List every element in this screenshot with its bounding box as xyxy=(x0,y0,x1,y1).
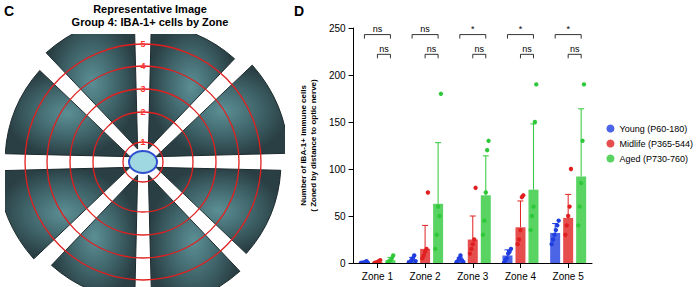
svg-text:1: 1 xyxy=(140,137,145,147)
svg-text:50: 50 xyxy=(334,211,346,222)
svg-text:*: * xyxy=(471,24,475,34)
svg-text:Aged (P730-760): Aged (P730-760) xyxy=(619,154,688,164)
svg-text:ns: ns xyxy=(475,44,485,54)
svg-text:C: C xyxy=(4,3,14,19)
svg-text:Representative Image: Representative Image xyxy=(93,3,207,15)
svg-text:ns: ns xyxy=(522,44,532,54)
svg-text:100: 100 xyxy=(329,164,346,175)
svg-text:ns: ns xyxy=(570,44,580,54)
svg-text:Zone 4: Zone 4 xyxy=(505,271,537,282)
svg-text:Number of IBA-1+ immune cells: Number of IBA-1+ immune cells xyxy=(299,85,308,206)
svg-text:*: * xyxy=(566,24,570,34)
svg-text:ns: ns xyxy=(420,24,430,34)
svg-text:Young (P60-180): Young (P60-180) xyxy=(619,124,687,134)
svg-text:150: 150 xyxy=(329,117,346,128)
svg-text:*: * xyxy=(519,24,523,34)
svg-text:4: 4 xyxy=(140,61,145,71)
svg-text:Group 4: IBA-1+ cells by Zone: Group 4: IBA-1+ cells by Zone xyxy=(72,16,229,28)
svg-text:250: 250 xyxy=(329,23,346,34)
svg-text:2: 2 xyxy=(140,107,145,117)
svg-text:ns: ns xyxy=(373,24,383,34)
svg-text:5: 5 xyxy=(140,39,145,49)
svg-text:Zone 1: Zone 1 xyxy=(362,271,394,282)
svg-text:Zone 3: Zone 3 xyxy=(457,271,489,282)
svg-text:Zone 5: Zone 5 xyxy=(553,271,585,282)
svg-text:3: 3 xyxy=(140,84,145,94)
svg-text:ns: ns xyxy=(379,44,389,54)
svg-text:( Zoned by distance to optic n: ( Zoned by distance to optic nerve) xyxy=(309,79,318,212)
svg-text:200: 200 xyxy=(329,70,346,81)
svg-text:Midlife (P365-544): Midlife (P365-544) xyxy=(619,139,693,149)
svg-text:0: 0 xyxy=(340,258,346,269)
svg-text:ns: ns xyxy=(427,44,437,54)
svg-text:D: D xyxy=(294,3,304,19)
svg-text:Zone 2: Zone 2 xyxy=(410,271,442,282)
